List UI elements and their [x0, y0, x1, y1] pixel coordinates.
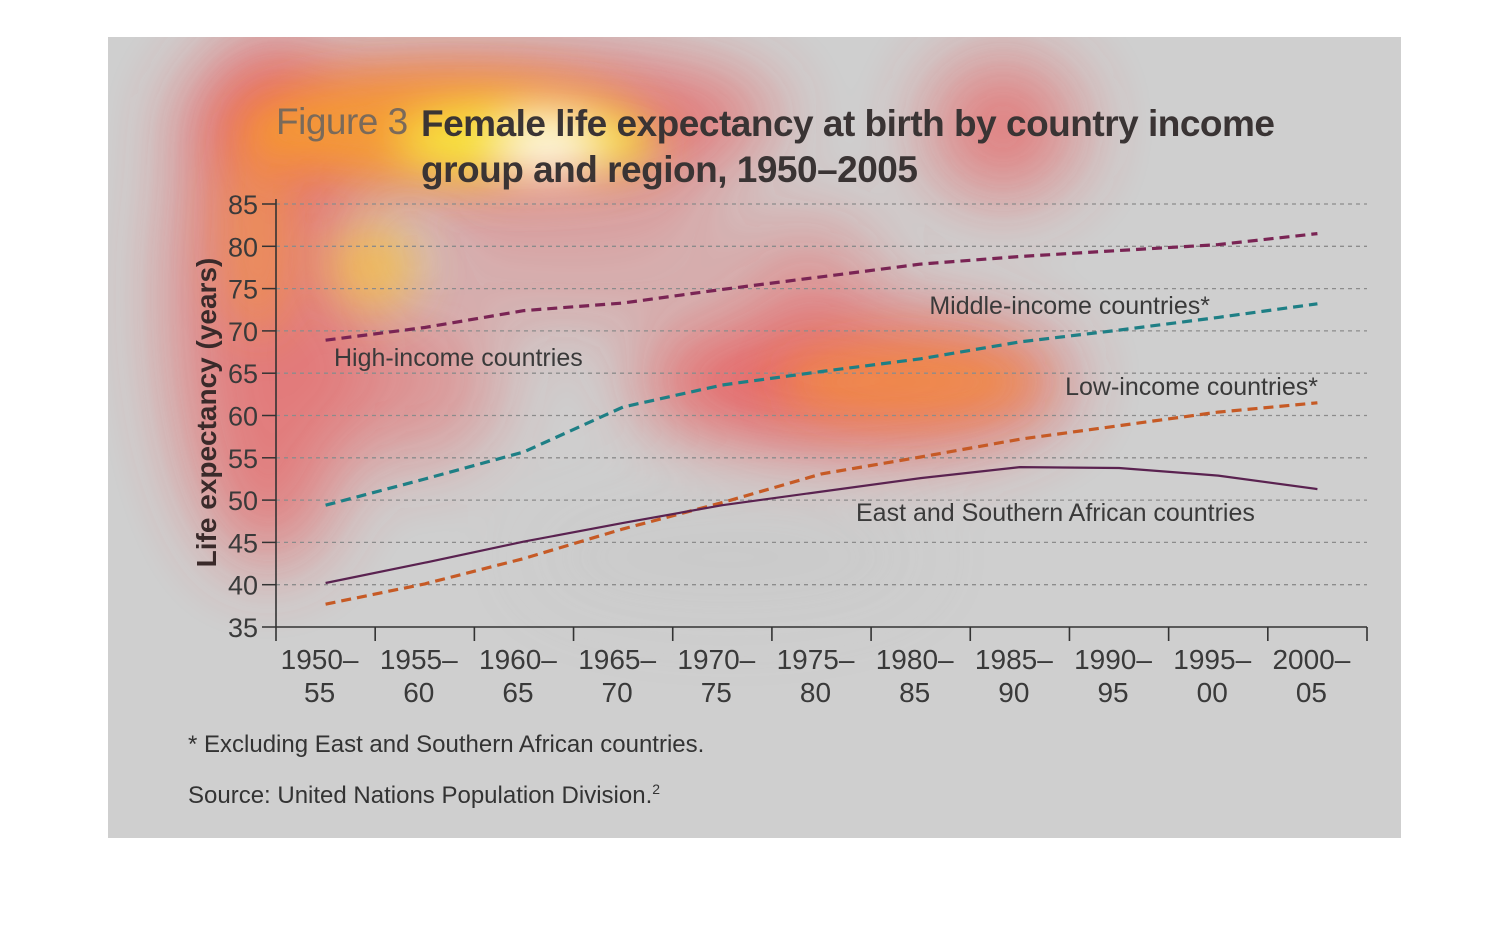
source-text: Source: United Nations Population Divisi…	[188, 782, 653, 809]
x-tick-label: 1975–	[777, 644, 855, 675]
y-tick-label: 40	[228, 571, 258, 601]
attention-heatmap-overlay	[173, 37, 1078, 617]
y-tick-label: 80	[228, 232, 258, 262]
x-tick-label: 65	[502, 677, 533, 708]
y-tick-label: 85	[228, 190, 258, 220]
axes: 35404550556065707580851950–551955–601960…	[191, 190, 1368, 708]
y-tick-label: 50	[228, 486, 258, 516]
y-tick-label: 70	[228, 317, 258, 347]
x-tick-label: 1965–	[578, 644, 656, 675]
figure-panel: Figure 3 Female life expectancy at birth…	[108, 37, 1401, 838]
y-tick-label: 35	[228, 613, 258, 643]
x-tick-label: 75	[701, 677, 732, 708]
x-tick-label: 55	[304, 677, 335, 708]
x-tick-label: 80	[800, 677, 831, 708]
x-tick-label: 1995–	[1173, 644, 1251, 675]
series-label-low: Low-income countries*	[1065, 373, 1318, 401]
x-tick-label: 60	[403, 677, 434, 708]
series-labels: High-income countries Middle-income count…	[334, 292, 1318, 527]
x-tick-label: 2000–	[1272, 644, 1350, 675]
x-tick-label: 90	[998, 677, 1029, 708]
series-line-high	[325, 232, 1318, 342]
x-tick-label: 1985–	[975, 644, 1053, 675]
x-tick-label: 95	[1097, 677, 1128, 708]
y-tick-label: 60	[228, 402, 258, 432]
x-tick-label: 70	[602, 677, 633, 708]
series-line-middle	[325, 302, 1318, 507]
y-tick-label: 75	[228, 275, 258, 305]
x-tick-label: 1960–	[479, 644, 557, 675]
series-line-east_south	[325, 466, 1318, 585]
y-axis-label: Life expectancy (years)	[191, 258, 222, 568]
x-tick-label: 1950–	[281, 644, 359, 675]
footnote: * Excluding East and Southern African co…	[188, 731, 705, 758]
gridlines	[276, 203, 1367, 586]
y-tick-label: 45	[228, 528, 258, 558]
source-superscript: 2	[652, 781, 661, 797]
x-tick-label: 1980–	[876, 644, 954, 675]
x-tick-label: 1990–	[1074, 644, 1152, 675]
series-label-middle: Middle-income countries*	[929, 292, 1210, 320]
x-tick-label: 1970–	[677, 644, 755, 675]
series-label-high: High-income countries	[334, 344, 583, 372]
y-tick-label: 55	[228, 444, 258, 474]
series-line-low	[325, 401, 1318, 606]
series-label-east_south: East and Southern African countries	[856, 499, 1255, 527]
x-tick-label: 1955–	[380, 644, 458, 675]
source-note: Source: United Nations Population Divisi…	[188, 781, 660, 810]
x-tick-label: 85	[899, 677, 930, 708]
line-chart: 35404550556065707580851950–551955–601960…	[191, 190, 1368, 708]
y-tick-label: 65	[228, 359, 258, 389]
x-tick-label: 00	[1197, 677, 1228, 708]
figure-label: Figure 3	[276, 101, 408, 142]
chart-title: Female life expectancy at birth by count…	[421, 103, 1275, 190]
series-lines	[325, 232, 1318, 606]
x-tick-label: 05	[1296, 677, 1327, 708]
